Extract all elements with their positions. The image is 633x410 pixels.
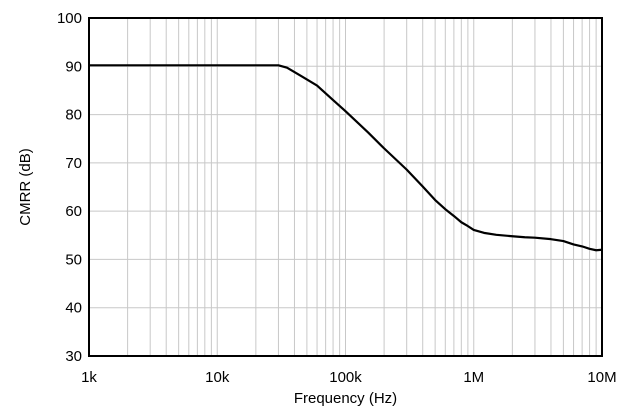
x-tick-label: 10M [587,369,616,386]
x-axis-title: Frequency (Hz) [294,390,397,407]
x-tick-label: 1M [463,369,484,386]
cmrr-line [89,64,603,252]
y-tick-label: 60 [65,203,82,220]
y-tick-label: 70 [65,155,82,172]
y-tick-label: 100 [57,10,82,27]
y-tick-labels: 30 40 50 60 70 80 90 100 [57,10,82,365]
y-tick-label: 90 [65,58,82,75]
y-tick-label: 40 [65,300,82,317]
series-layer [89,64,603,252]
y-tick-label: 80 [65,107,82,124]
y-axis-title: CMRR (dB) [17,148,34,226]
x-tick-label: 10k [205,369,230,386]
grid-lines [88,17,602,357]
plot-frame [88,17,603,357]
y-tick-label: 30 [65,348,82,365]
x-tick-label: 1k [81,369,97,386]
y-tick-label: 50 [65,251,82,268]
x-tick-label: 100k [329,369,362,386]
x-tick-labels: 1k 10k 100k 1M 10M [81,369,617,386]
